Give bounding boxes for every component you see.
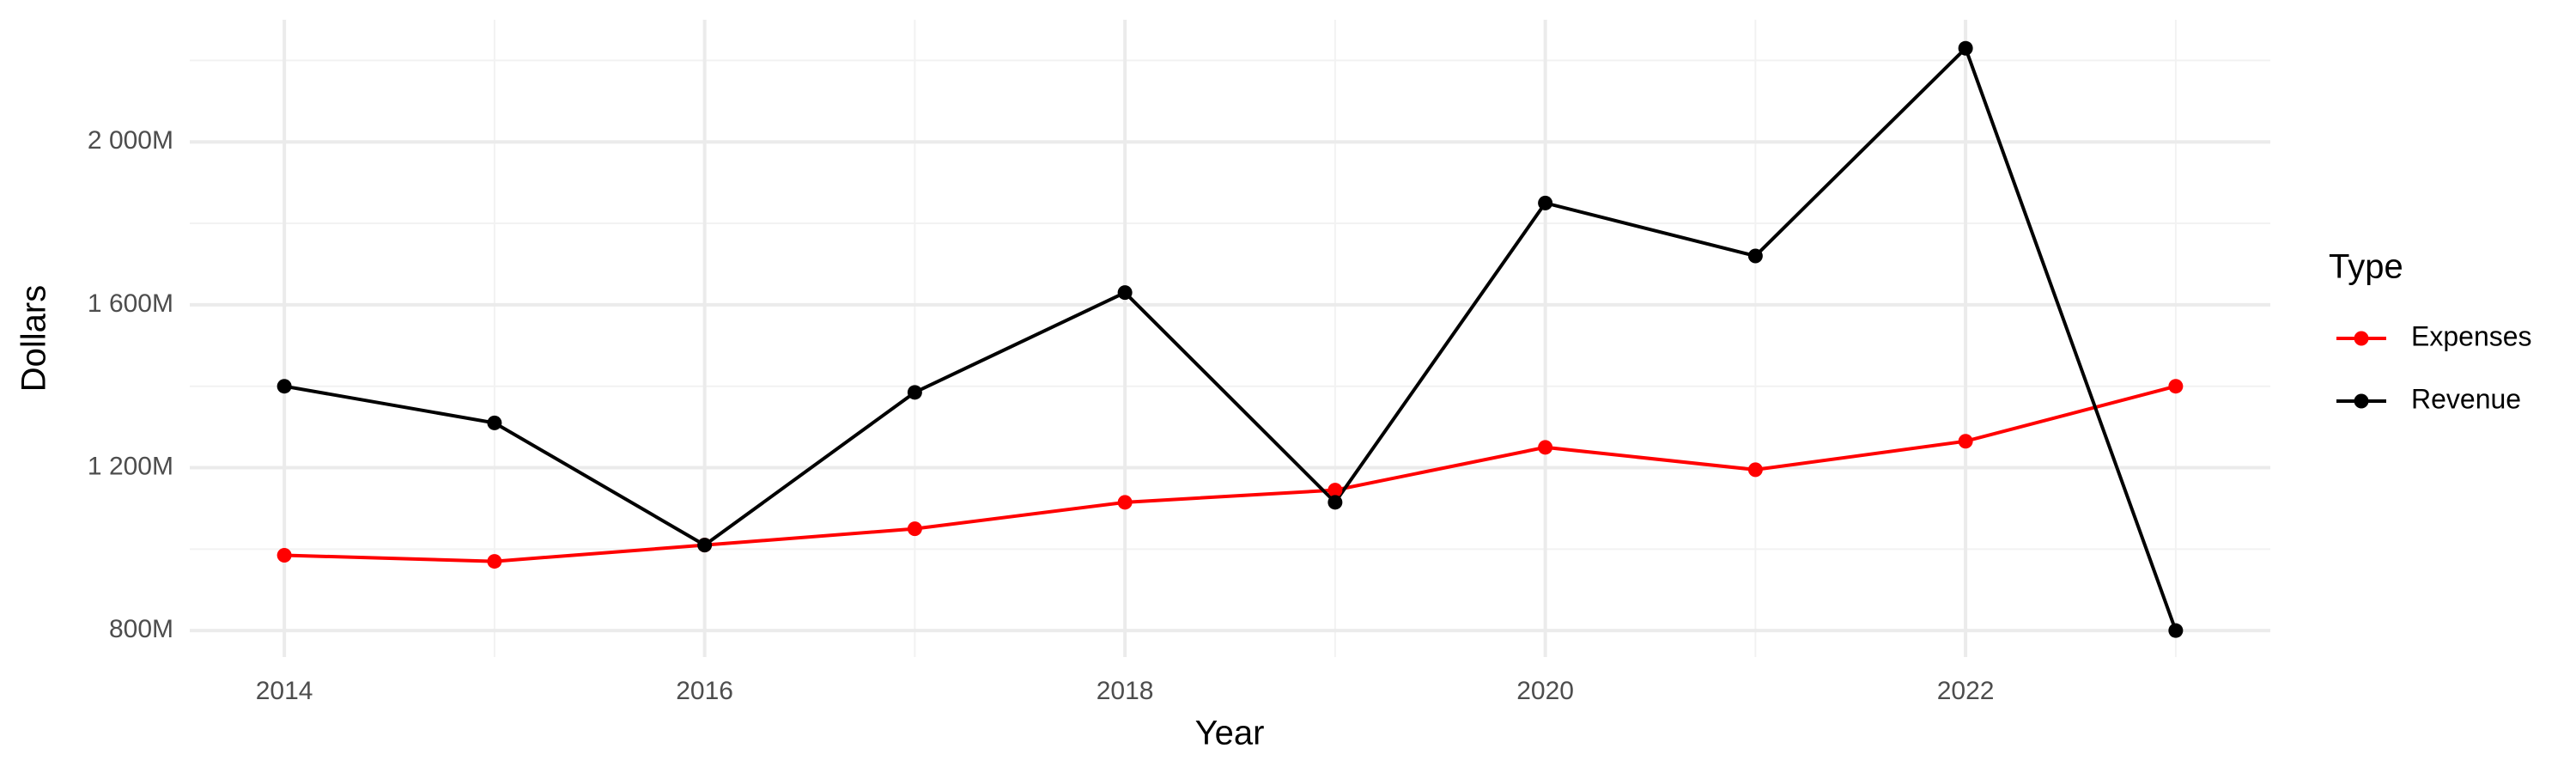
data-point: [697, 538, 713, 553]
data-point: [276, 547, 292, 563]
x-tick-label: 2016: [676, 677, 733, 705]
y-tick-label: 1 200M: [88, 452, 173, 480]
data-point: [487, 415, 502, 430]
data-point: [1538, 195, 1553, 210]
legend-key-point: [2354, 331, 2369, 346]
data-point: [1327, 495, 1343, 510]
legend-key-point: [2354, 393, 2369, 409]
y-tick-label: 800M: [109, 615, 173, 643]
y-axis-title: Dollars: [15, 285, 53, 392]
data-point: [1117, 285, 1133, 301]
data-point: [2168, 379, 2184, 394]
series-line: [283, 45, 2178, 631]
data-point: [2168, 623, 2184, 638]
data-point: [1538, 440, 1553, 455]
x-axis-title: Year: [1195, 715, 1265, 752]
x-tick-label: 2022: [1937, 677, 1995, 705]
x-tick-label: 2014: [256, 677, 313, 705]
data-point: [487, 554, 502, 569]
data-point: [907, 385, 922, 400]
y-tick-label: 1 600M: [88, 289, 173, 318]
data-point: [1747, 248, 1763, 264]
series-line: [284, 384, 2177, 563]
data-point: [1327, 483, 1343, 498]
x-tick-label: 2018: [1097, 677, 1154, 705]
lines-layer: [283, 45, 2178, 631]
x-tick-label: 2020: [1516, 677, 1574, 705]
legend-label: Revenue: [2411, 383, 2521, 414]
points-layer: [276, 40, 2184, 638]
data-point: [1958, 434, 1973, 449]
data-point: [907, 521, 922, 537]
data-point: [1747, 462, 1763, 478]
y-tick-label: 2 000M: [88, 126, 173, 155]
data-point: [276, 379, 292, 394]
legend-label: Expenses: [2411, 320, 2532, 351]
labels-layer: 800M 1 200M 1 600M 2 000M 2014 2016 2018 2020 20…: [88, 126, 2532, 705]
legend-title: Type: [2329, 248, 2403, 286]
data-point: [1958, 40, 1973, 56]
data-point: [1117, 495, 1133, 510]
